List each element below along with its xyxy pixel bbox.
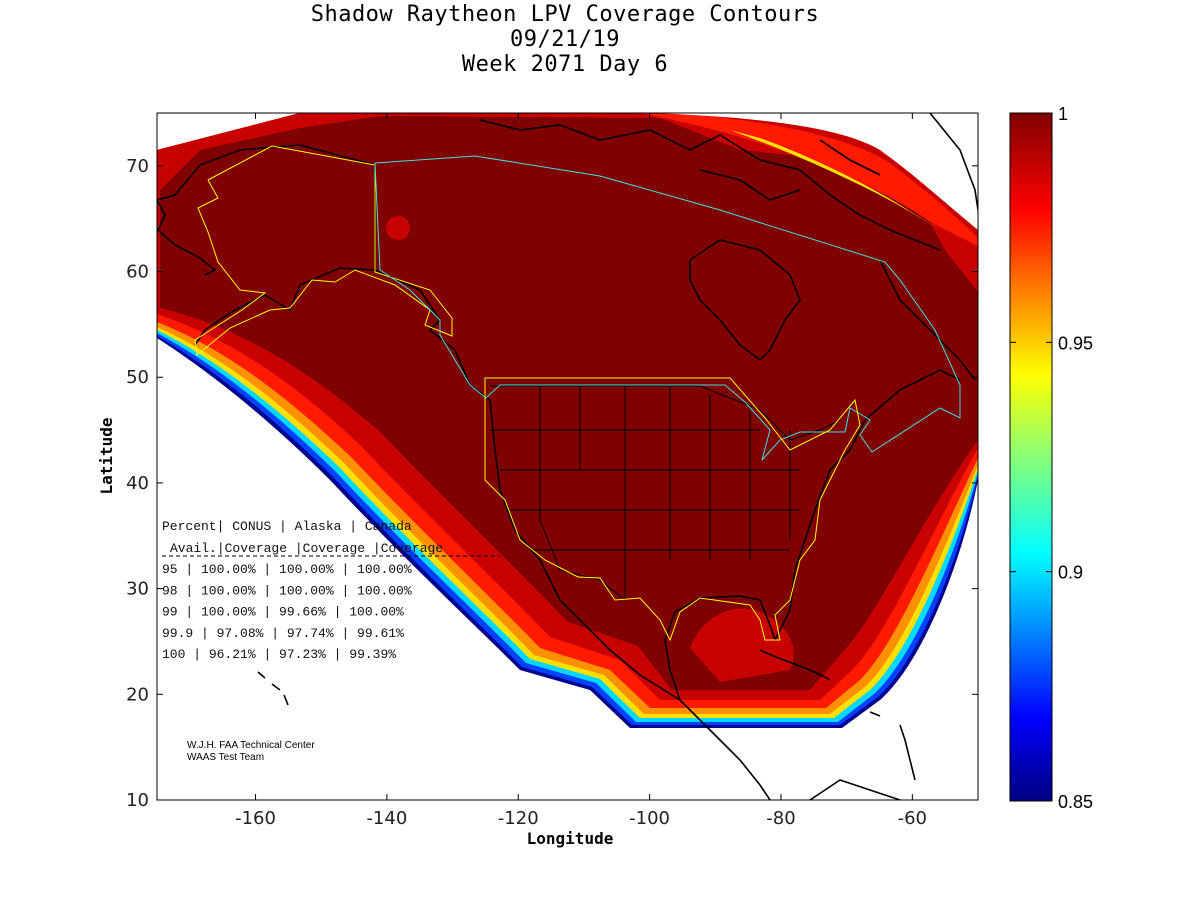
y-tick-label: 50 [126,367,149,388]
plot-frame [156,112,979,801]
x-axis-label: Longitude [527,829,614,848]
table-row: 95 | 100.00% | 100.00% | 100.00% [162,562,412,577]
y-tick-label: 40 [126,473,149,494]
coast-hawaii [257,671,289,706]
y-tick-label: 70 [126,156,149,177]
table-row: 98 | 100.00% | 100.00% | 100.00% [162,583,412,598]
contour-patch-arctic [640,113,978,246]
coast-greenland [929,113,978,211]
credit-line-2: WAAS Test Team [187,752,264,763]
state-boundaries [490,385,841,601]
coast-caribbean [869,711,916,781]
y-tick-label: 60 [126,262,149,283]
canada-boundary [374,155,961,461]
x-tick-label: -80 [766,808,795,829]
x-tick-label: -60 [898,808,927,829]
region-boundaries [194,145,961,642]
coast-hudson [689,239,801,362]
colorbar-ticks: 1 0.95 0.9 0.85 [1010,104,1093,812]
conus-boundary [484,377,861,642]
chart-title: Shadow Raytheon LPV Coverage Contours [310,2,820,27]
y-tick-label: 10 [126,790,149,811]
y-axis-ticks: 10 20 30 40 50 60 70 [126,156,978,811]
table-header-2: Avail.|Coverage |Coverage |Coverage [170,541,443,556]
coast-arctic [479,119,941,251]
x-axis-ticks: -160 -140 -120 -100 -80 -60 [235,113,927,829]
coast-cuba [759,649,831,681]
table-rows: 95 | 100.00% | 100.00% | 100.00% 98 | 10… [162,562,412,662]
credit-line-1: W.J.H. FAA Technical Center [187,740,315,751]
x-tick-label: -120 [498,808,539,829]
x-tick-label: -140 [366,808,407,829]
colorbar-tick-label: 0.95 [1058,333,1093,353]
table-row: 99.9 | 97.08% | 97.74% | 99.61% [162,626,404,641]
y-tick-label: 20 [126,684,149,705]
coverage-table: Percent| CONUS | Alaska | Canada Avail.|… [162,519,500,662]
colorbar [1009,112,1053,802]
y-tick-label: 30 [126,579,149,600]
colorbar-tick-label: 0.9 [1058,563,1083,583]
y-axis-label: Latitude [97,417,116,494]
contour-patch-yukon [386,216,410,240]
coast-labrador [879,259,976,381]
coast-atlantic [774,369,961,641]
coast-pacific [469,384,701,721]
x-tick-label: -160 [235,808,276,829]
colorbar-tick-label: 0.85 [1058,792,1093,812]
contour-patch-gulf [690,608,794,682]
chart-date: 09/21/19 [510,27,620,52]
colorbar-tick-label: 1 [1058,104,1068,124]
x-tick-label: -100 [629,808,670,829]
table-row: 100 | 96.21% | 97.23% | 99.39% [162,647,396,662]
coast-central-america [699,719,901,800]
chart-subtitle: Week 2071 Day 6 [461,52,669,77]
table-header-1: Percent| CONUS | Alaska | Canada [162,519,412,534]
coastlines [157,113,978,800]
coverage-contours [157,113,978,728]
contour-band-100 [160,116,978,690]
conus-border [490,385,841,441]
alaska-boundary [194,145,453,356]
table-row: 99 | 100.00% | 99.66% | 100.00% [162,605,404,620]
